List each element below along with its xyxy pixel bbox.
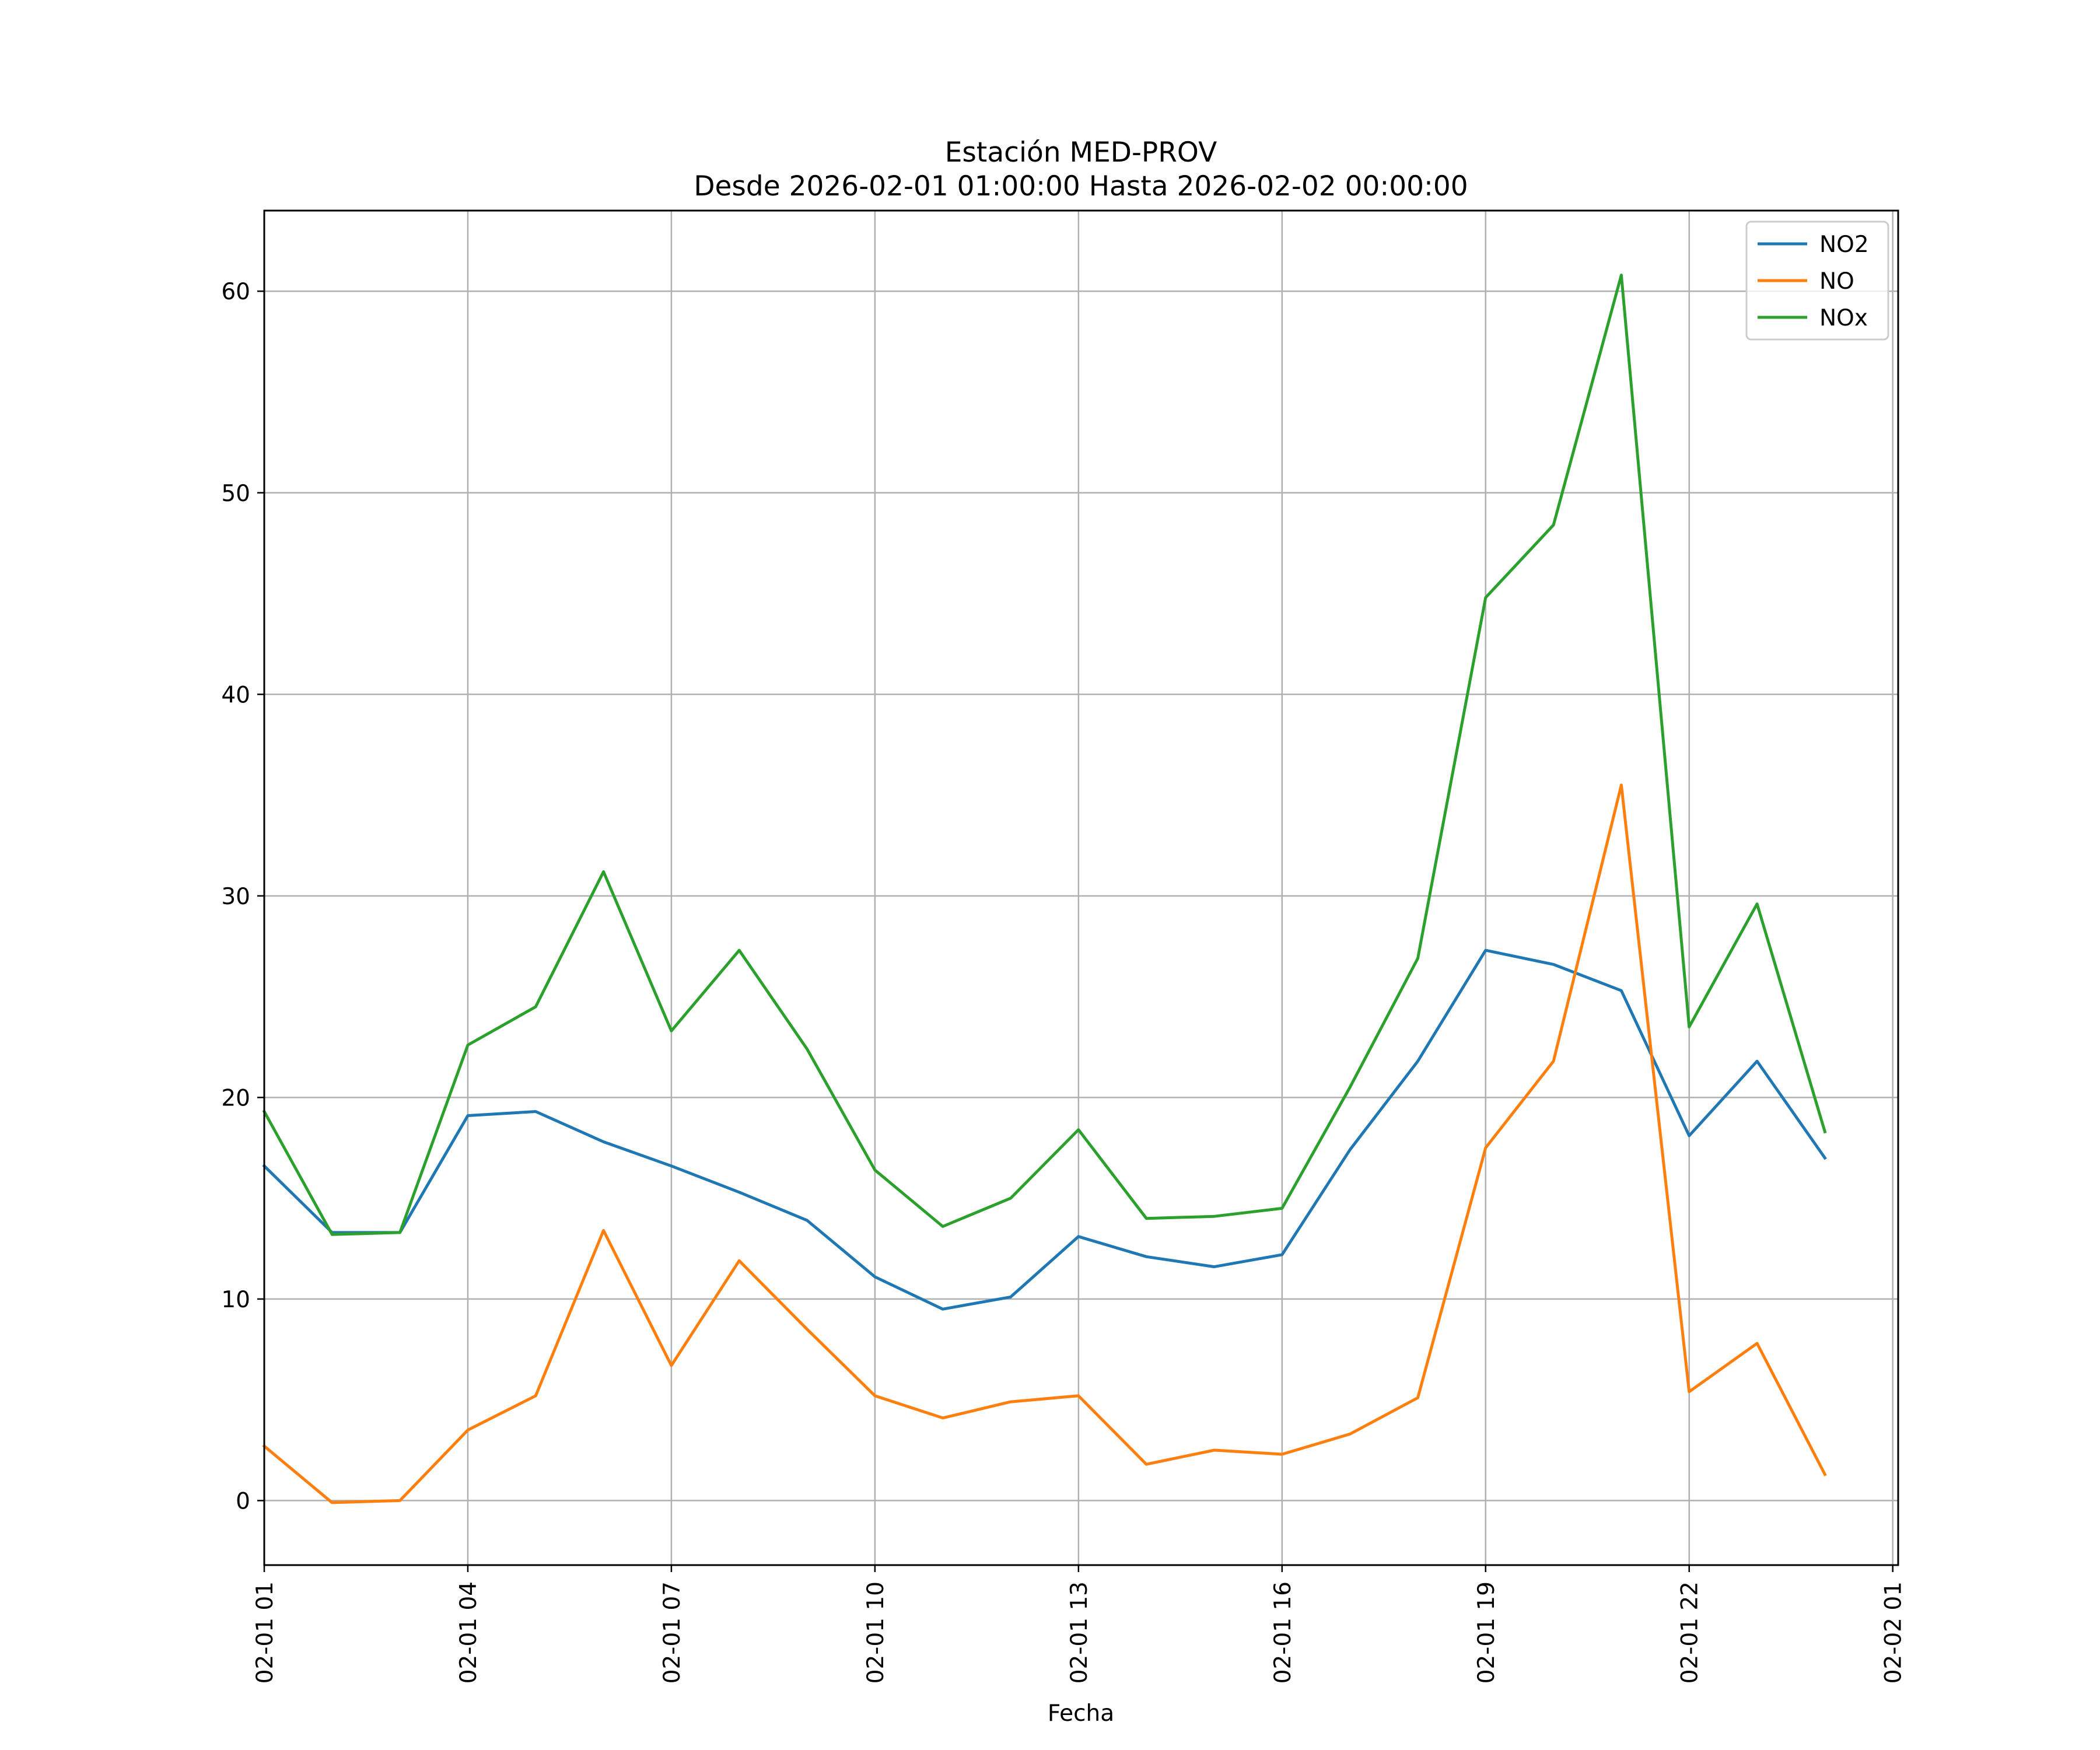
x-axis-label: Fecha — [1048, 1700, 1114, 1727]
y-tick-label: 40 — [221, 682, 250, 708]
series-lines — [262, 274, 1827, 1504]
x-tick-label: 02-01 13 — [1066, 1581, 1093, 1684]
legend-label-nox: NOx — [1819, 305, 1868, 331]
y-tick-label: 50 — [221, 481, 250, 507]
y-tick-label: 10 — [221, 1287, 250, 1313]
series-line-nox — [262, 274, 1827, 1236]
x-tick-label: 02-02 01 — [1881, 1581, 1907, 1684]
x-axis: 02-01 01 02-01 04 02-01 07 02-01 10 02-01 13… — [252, 1565, 1907, 1684]
legend-label-no: NO — [1819, 268, 1854, 295]
grid-lines — [263, 211, 1898, 1565]
chart-title: Estación MED-PROV — [945, 136, 1217, 169]
legend-label-no2: NO2 — [1819, 232, 1869, 258]
x-tick-label: 02-01 19 — [1474, 1581, 1500, 1684]
series-line-no — [262, 783, 1827, 1504]
x-tick-label: 02-01 10 — [863, 1581, 889, 1684]
chart-subtitle: Desde 2026-02-01 01:00:00 Hasta 2026-02-… — [694, 170, 1468, 202]
x-tick-label: 02-01 22 — [1677, 1581, 1703, 1684]
y-tick-label: 0 — [236, 1488, 250, 1514]
y-axis: 0 10 20 30 40 50 60 — [221, 279, 264, 1514]
x-tick-label: 02-01 04 — [456, 1581, 482, 1684]
series-line-no2 — [262, 949, 1827, 1311]
y-tick-label: 20 — [221, 1085, 250, 1111]
x-tick-label: 02-01 07 — [659, 1581, 685, 1684]
y-tick-label: 60 — [221, 279, 250, 305]
plot-frame — [263, 209, 1899, 1566]
x-tick-label: 02-01 01 — [252, 1581, 278, 1684]
x-tick-label: 02-01 16 — [1270, 1581, 1296, 1684]
legend: NO2 NO NOx — [1745, 220, 1889, 341]
legend-box — [1745, 220, 1889, 341]
y-tick-label: 30 — [221, 884, 250, 910]
